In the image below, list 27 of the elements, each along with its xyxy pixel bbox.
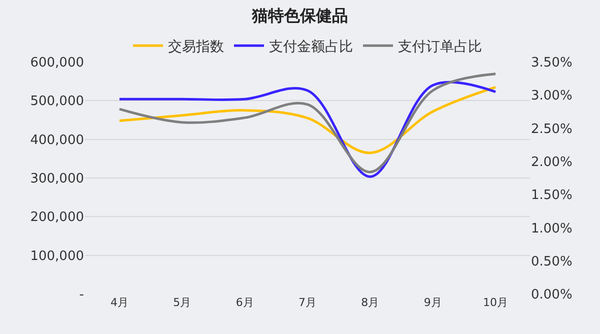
x-tick-label: 9月 [424, 296, 442, 309]
x-tick-label: 6月 [236, 296, 254, 309]
x-tick-label: 4月 [110, 296, 128, 309]
y-tick-label: 200,000 [30, 210, 84, 226]
y-tick-label: 400,000 [30, 132, 84, 148]
y2-tick-label: 3.50% [531, 56, 572, 71]
y2-tick-label: 2.00% [531, 154, 572, 170]
y2-tick-label: 1.00% [531, 221, 572, 236]
x-tick-label: 8月 [361, 296, 380, 309]
y2-tick-label: 1.50% [531, 188, 572, 204]
x-tick-label: 10月 [483, 296, 508, 309]
y2-tick-label: 3.00% [531, 88, 572, 104]
y2-tick-label: 0.50% [531, 254, 572, 270]
y-tick-label: 300,000 [30, 172, 84, 187]
legend-label: 支付订单占比 [398, 39, 482, 56]
y-tick-label: 500,000 [30, 94, 84, 110]
y2-tick-label: 0.00% [531, 288, 572, 303]
chart-title: 猫特色保健品 [251, 6, 348, 26]
y-tick-label: - [79, 288, 84, 303]
y-tick-label: 100,000 [30, 248, 84, 264]
x-tick-label: 7月 [298, 296, 316, 309]
x-tick-label: 5月 [173, 296, 192, 309]
legend-label: 支付金额占比 [269, 39, 353, 56]
y2-tick-label: 2.50% [531, 122, 572, 137]
line-series [118, 86, 497, 154]
legend-label: 交易指数 [168, 39, 224, 56]
y-tick-label: 600,000 [30, 56, 84, 71]
